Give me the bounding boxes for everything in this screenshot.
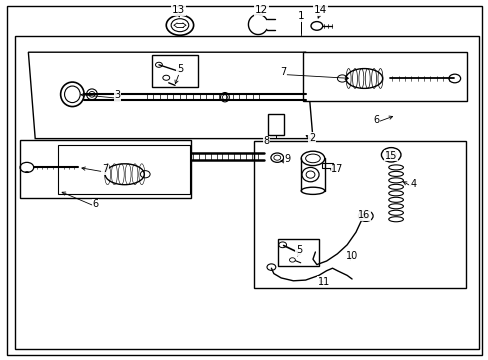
Text: 7: 7 <box>280 67 286 77</box>
Text: 16: 16 <box>357 210 370 220</box>
Polygon shape <box>28 52 312 139</box>
Text: 3: 3 <box>114 90 120 100</box>
Polygon shape <box>20 140 190 198</box>
Text: 2: 2 <box>308 132 314 143</box>
Text: 4: 4 <box>409 179 415 189</box>
Text: 5: 5 <box>296 245 302 255</box>
Polygon shape <box>303 52 466 101</box>
Bar <box>15 36 478 349</box>
Text: 1: 1 <box>297 11 304 21</box>
Text: 6: 6 <box>92 199 98 210</box>
Text: 9: 9 <box>284 154 290 164</box>
Text: 7: 7 <box>102 164 108 174</box>
Text: 12: 12 <box>254 5 268 15</box>
Bar <box>151 55 198 87</box>
Text: 8: 8 <box>263 136 269 147</box>
Text: 14: 14 <box>313 5 326 15</box>
Text: 6: 6 <box>373 114 379 125</box>
Bar <box>277 239 319 266</box>
Polygon shape <box>254 141 465 288</box>
Bar <box>321 163 332 168</box>
Text: 10: 10 <box>345 251 358 261</box>
Text: 17: 17 <box>330 164 343 174</box>
Polygon shape <box>58 145 189 194</box>
Text: 11: 11 <box>317 276 329 287</box>
Text: 5: 5 <box>177 64 183 74</box>
Text: 15: 15 <box>384 150 397 161</box>
Bar <box>267 114 283 135</box>
Text: 13: 13 <box>171 5 185 15</box>
